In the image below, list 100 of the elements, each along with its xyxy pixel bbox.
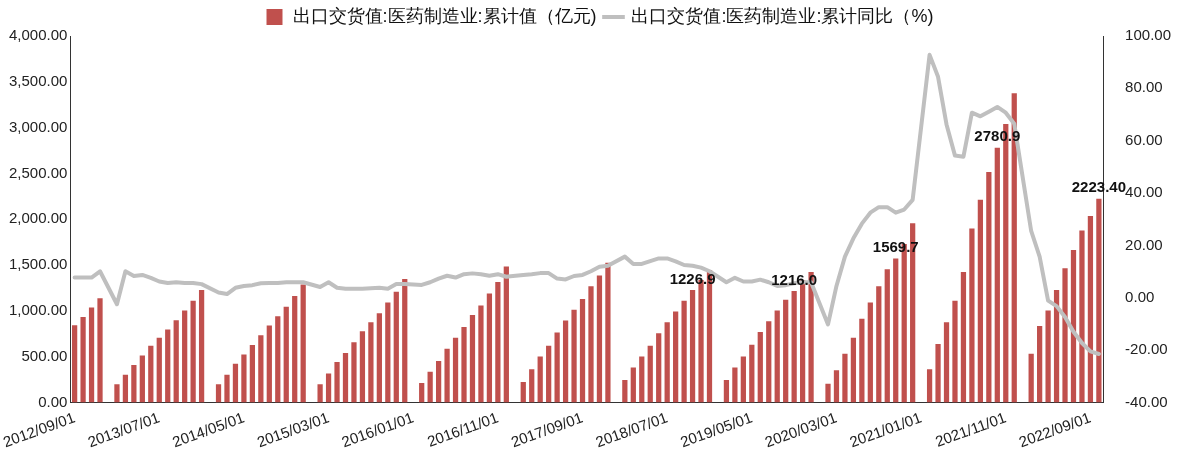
bar — [393, 291, 399, 403]
y2-tick-label: 80.00 — [1125, 78, 1163, 96]
bar — [114, 384, 120, 403]
bar — [571, 309, 577, 403]
bar — [842, 353, 848, 403]
y-tick-label: 0.00 — [38, 392, 68, 410]
bar — [673, 311, 679, 403]
y-tick-label: 2,000.00 — [9, 209, 68, 227]
bar — [165, 329, 171, 403]
bar — [275, 316, 281, 403]
y-tick-label: 500.00 — [21, 346, 68, 364]
y2-tick-label: -40.00 — [1125, 392, 1168, 410]
bar — [368, 322, 374, 403]
bar — [774, 310, 780, 403]
bar — [783, 299, 789, 403]
bar — [639, 356, 645, 403]
bar — [258, 335, 264, 403]
bar — [1037, 325, 1043, 403]
bar — [1087, 216, 1094, 403]
bar — [1096, 198, 1102, 403]
y2-tick-label: 0.00 — [1125, 287, 1155, 305]
bar — [960, 271, 967, 403]
bar — [546, 345, 552, 403]
bar — [232, 363, 239, 403]
bar — [478, 305, 484, 403]
y-tick-label: 1,500.00 — [9, 255, 68, 273]
bar — [876, 286, 882, 403]
bar — [537, 356, 543, 403]
y2-tick-label: 40.00 — [1125, 183, 1163, 201]
bar — [122, 374, 129, 403]
bar — [1070, 249, 1077, 403]
bar — [359, 331, 366, 403]
bar — [241, 354, 247, 403]
y2-tick-label: 20.00 — [1125, 235, 1163, 253]
bar — [97, 298, 103, 403]
bar — [80, 316, 86, 403]
bar — [486, 293, 493, 403]
bar — [469, 315, 476, 403]
bar — [461, 327, 467, 403]
bar — [664, 322, 670, 403]
bar — [266, 325, 272, 403]
bar — [825, 383, 831, 403]
bar — [562, 320, 569, 403]
bar — [994, 147, 1000, 403]
bar — [1079, 230, 1085, 403]
bar — [88, 307, 95, 403]
bar — [977, 199, 983, 403]
legend-label: 出口交货值:医药制造业:累计同比（%) — [631, 5, 934, 26]
y2-tick-label: 100.00 — [1125, 26, 1172, 44]
bar — [1045, 310, 1051, 403]
bar — [529, 369, 535, 403]
bar — [190, 300, 196, 403]
bar — [749, 344, 755, 403]
bar — [596, 275, 603, 403]
bar — [419, 382, 425, 403]
bar — [850, 337, 857, 403]
bar — [579, 298, 586, 403]
bar — [622, 379, 628, 403]
bar — [495, 281, 501, 403]
y-tick-label: 1,000.00 — [9, 300, 68, 318]
bar — [943, 322, 950, 403]
bar — [139, 355, 145, 403]
bar — [427, 371, 433, 403]
bar — [656, 333, 662, 403]
bar — [156, 337, 162, 403]
bar — [681, 300, 687, 403]
bar — [198, 289, 205, 403]
bar — [740, 356, 746, 403]
bar — [757, 332, 763, 403]
bar — [503, 266, 509, 403]
bar — [402, 279, 408, 403]
y-tick-label: 2,500.00 — [9, 163, 68, 181]
bar — [859, 318, 865, 403]
bar — [444, 348, 450, 403]
bar — [935, 343, 941, 403]
bar — [435, 360, 442, 403]
bar — [249, 345, 256, 403]
bar — [554, 332, 560, 403]
bar — [283, 306, 289, 403]
bar — [1062, 268, 1068, 403]
bar — [173, 320, 179, 403]
bar — [317, 384, 323, 403]
bar — [884, 269, 890, 403]
bar — [732, 367, 738, 403]
bar — [893, 258, 899, 403]
bar — [986, 171, 992, 403]
bar — [630, 367, 636, 403]
bar — [647, 345, 653, 403]
bar — [224, 374, 230, 403]
bar — [300, 284, 306, 403]
y-tick-label: 3,500.00 — [9, 71, 68, 89]
bar — [926, 369, 933, 403]
bar — [1028, 353, 1034, 403]
y2-tick-label: -20.00 — [1125, 340, 1168, 358]
bar — [723, 380, 730, 403]
bar — [351, 342, 357, 403]
bar — [72, 325, 78, 403]
y-tick-label: 3,000.00 — [9, 117, 68, 135]
bar — [385, 302, 391, 403]
bar — [1053, 289, 1060, 403]
